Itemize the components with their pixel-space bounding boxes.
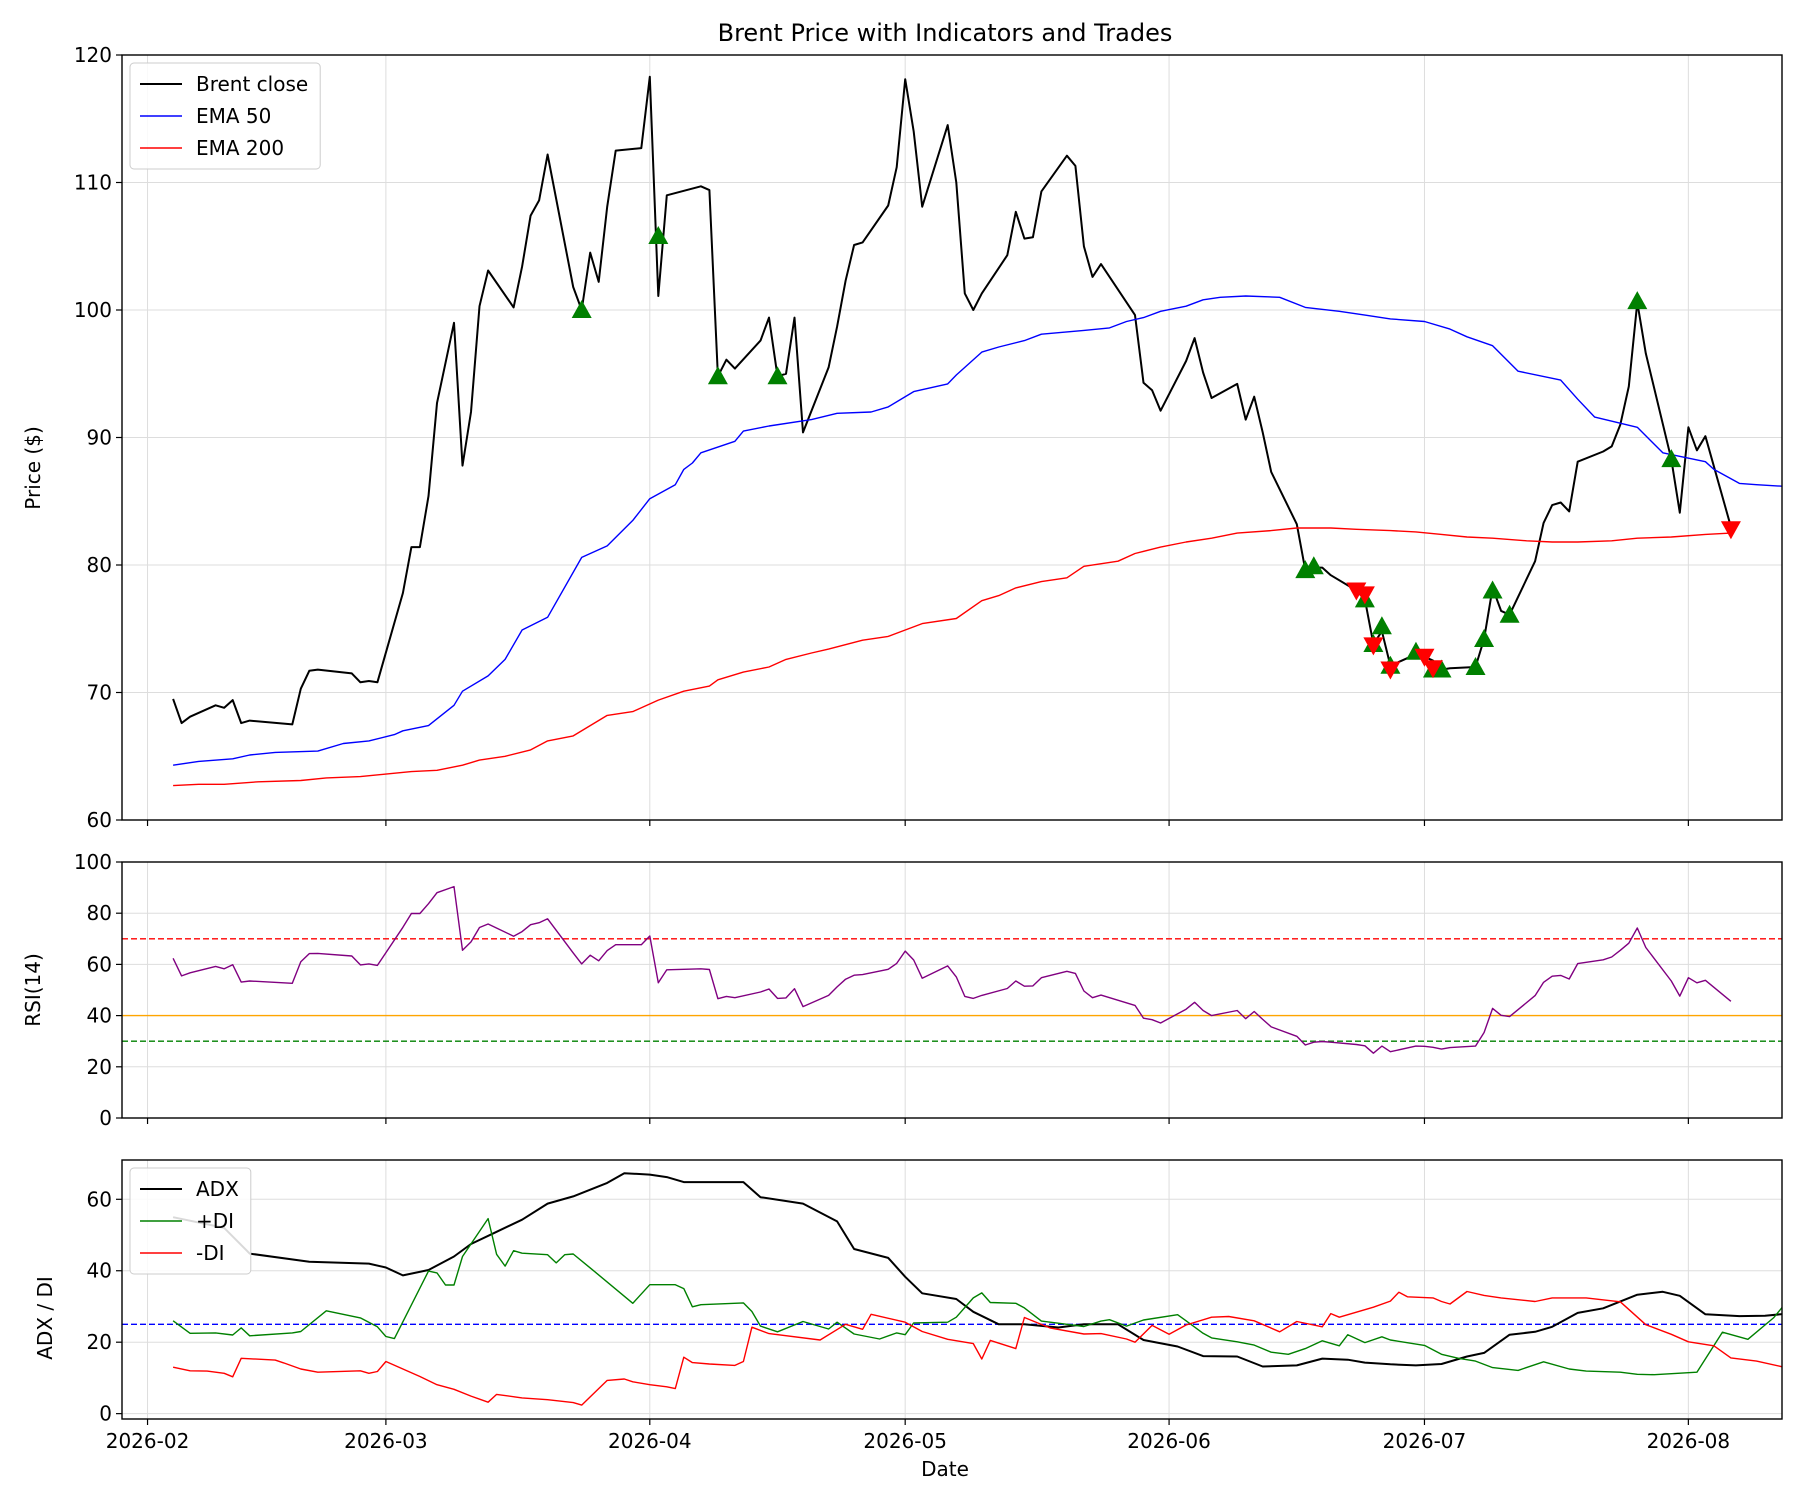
y-tick-label-4: 100 — [74, 298, 112, 322]
x-tick-label-6: 2026-08 — [1647, 1429, 1731, 1453]
legend-box — [129, 1167, 252, 1275]
y-tick-label-0: 0 — [99, 1106, 112, 1130]
series-line-series-rsi — [172, 885, 1732, 1054]
y-tick-label-3: 60 — [87, 1187, 112, 1211]
adx-panel: 0 20 40 60 2026-02 2026-03 2026-04 2026-05 2026-… — [87, 1159, 1783, 1453]
buy-marker-18 — [1661, 449, 1682, 468]
y-tick-label-5: 100 — [74, 850, 112, 874]
buy-marker-0 — [571, 300, 592, 318]
price-axis-label: Price ($) — [21, 426, 45, 509]
buy-marker-17 — [1627, 291, 1648, 310]
y-tick-label-6: 120 — [74, 43, 112, 67]
sell-marker-3 — [1380, 661, 1401, 680]
x-tick-label-4: 2026-06 — [1127, 1429, 1211, 1453]
x-tick-label-2: 2026-04 — [608, 1429, 692, 1453]
y-tick-label-3: 90 — [87, 426, 112, 450]
legend-label-1: +DI — [196, 1209, 234, 1233]
series-line-di — [172, 1290, 1782, 1406]
price-panel: 60 70 80 90 100 110 120 Brent close EMA 50 EMA 20… — [74, 43, 1783, 832]
series-line-adx — [172, 1172, 1782, 1368]
buy-marker-1 — [648, 226, 669, 245]
buy-marker-14 — [1474, 628, 1495, 647]
buy-marker-8 — [1371, 616, 1392, 635]
series-line-ema-200 — [173, 527, 1731, 787]
y-tick-label-1: 20 — [87, 1330, 112, 1354]
sell-marker-1 — [1354, 586, 1375, 605]
rsi-panel: 0 20 40 60 80 100 — [74, 850, 1783, 1130]
sell-marker-5 — [1422, 660, 1443, 679]
buy-marker-12 — [1431, 659, 1452, 678]
chart-title: Brent Price with Indicators and Trades — [718, 19, 1173, 47]
buy-marker-5 — [1303, 556, 1324, 575]
x-tick-label-0: 2026-02 — [106, 1429, 190, 1453]
legend-label-2: -DI — [196, 1241, 225, 1265]
y-tick-label-0: 0 — [99, 1402, 112, 1426]
y-tick-label-4: 80 — [87, 901, 112, 925]
buy-marker-3 — [767, 366, 788, 385]
x-tick-label-5: 2026-07 — [1383, 1429, 1467, 1453]
legend-label-1: EMA 50 — [196, 104, 271, 128]
series-line-plus-di — [172, 1217, 1782, 1376]
sell-marker-2 — [1363, 637, 1384, 656]
y-tick-label-1: 70 — [87, 681, 112, 705]
rsi-axis-label: RSI(14) — [21, 953, 45, 1027]
sell-marker-4 — [1414, 648, 1435, 667]
legend-label-2: EMA 200 — [196, 136, 284, 160]
series-line-brent-close — [172, 75, 1732, 726]
legend-label-0: ADX — [196, 1177, 239, 1201]
adx-legend: ADX +DI -DI — [129, 1167, 252, 1275]
y-tick-label-5: 110 — [74, 171, 112, 195]
x-tick-label-1: 2026-03 — [344, 1429, 428, 1453]
y-tick-label-2: 80 — [87, 553, 112, 577]
adx-axis-label: ADX / DI — [33, 1276, 57, 1360]
y-tick-label-3: 60 — [87, 952, 112, 976]
rsi-axes-frame — [121, 861, 1783, 1119]
y-tick-label-0: 60 — [87, 808, 112, 832]
legend-box — [129, 62, 321, 170]
adx-axes-frame — [121, 1159, 1783, 1420]
legend-label-0: Brent close — [196, 72, 308, 96]
y-tick-label-1: 20 — [87, 1055, 112, 1079]
buy-marker-13 — [1465, 657, 1486, 675]
price-legend: Brent close EMA 50 EMA 200 — [129, 62, 321, 170]
series-line-ema-50 — [172, 295, 1782, 766]
buy-marker-2 — [707, 366, 728, 385]
buy-marker-15 — [1482, 580, 1503, 599]
y-tick-label-2: 40 — [87, 1259, 112, 1283]
x-axis-label: Date — [921, 1457, 969, 1481]
sell-marker-6 — [1720, 521, 1741, 540]
x-tick-label-3: 2026-05 — [863, 1429, 947, 1453]
y-tick-label-2: 40 — [87, 1004, 112, 1028]
buy-marker-16 — [1499, 604, 1520, 623]
